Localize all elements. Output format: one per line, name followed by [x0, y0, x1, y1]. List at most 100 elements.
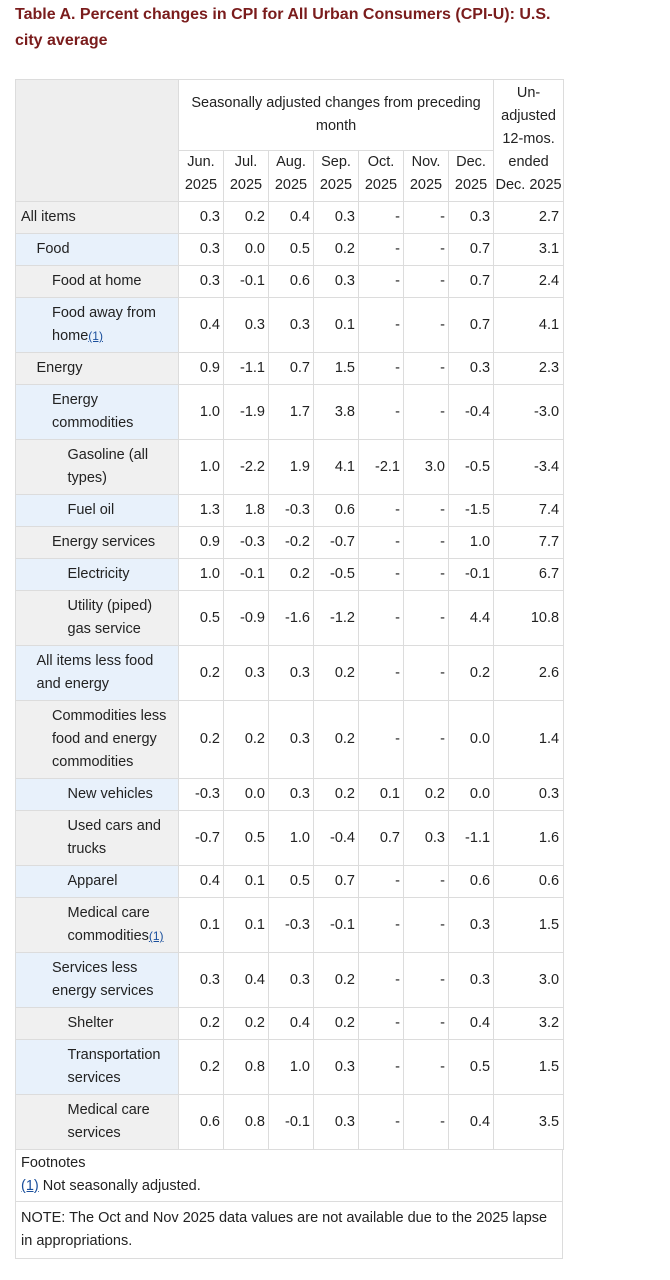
footnote-link[interactable]: (1)	[88, 329, 103, 343]
value-cell: 0.4	[268, 1007, 314, 1040]
unadjusted-value: 1.4	[493, 700, 565, 779]
value-cell: -	[358, 526, 404, 559]
row-label: All items less food and energy	[15, 645, 179, 701]
value-cell: 0.3	[223, 297, 269, 353]
value-cell: -2.1	[358, 439, 404, 495]
label-text: Food at home	[52, 273, 142, 289]
month-row: Jun. 2025 Jul. 2025 Aug. 2025 Sep. 2025 Oct.…	[16, 150, 564, 202]
table-row: Fuel oil 1.3 1.8 -0.3 0.6- - -1.5 7.4	[15, 494, 565, 527]
value-cell: 0.3	[178, 952, 224, 1008]
label-text: Energy services	[52, 534, 156, 550]
value-cell: 0.3	[268, 700, 314, 779]
value-cell: 0.5	[447, 1039, 495, 1095]
row-label: Food away from home(1)	[15, 297, 179, 353]
value-cell: 0.2	[178, 700, 224, 779]
value-cell: -0.1	[223, 265, 269, 298]
label-text: Medical care services	[67, 1102, 150, 1141]
value-cell: -	[403, 1094, 449, 1150]
value-cell: -	[358, 201, 404, 234]
value-cell: 0.4	[178, 865, 224, 898]
value-cell: 1.0	[178, 384, 224, 440]
value-cell: -	[403, 1039, 449, 1095]
table-title: Table A. Percent changes in CPI for All …	[15, 6, 551, 49]
value-cell: 0.2	[313, 700, 359, 779]
value-cell: -0.3	[268, 897, 314, 953]
value-cell: -1.1	[223, 352, 269, 385]
value-cell: -	[403, 201, 449, 234]
value-cell: -	[403, 865, 449, 898]
value-cell: 0.3	[447, 201, 495, 234]
footnote-marker[interactable]: (1)	[21, 1178, 39, 1194]
month-header: Oct. 2025	[358, 150, 404, 202]
value-cell: 0.2	[313, 778, 359, 811]
table-row: Shelter 0.2 0.2 0.4 0.2- -0.4 3.2	[15, 1007, 565, 1040]
value-cell: 1.3	[178, 494, 224, 527]
row-label: Energy	[15, 352, 179, 385]
label-text: Utility (piped) gas service	[67, 598, 153, 637]
unadjusted-value: 1.6	[493, 810, 565, 866]
value-cell: 0.4	[268, 201, 314, 234]
value-cell: 0.6	[268, 265, 314, 298]
table-row: Apparel 0.4 0.1 0.5 0.7- -0.6 0.6	[15, 865, 565, 898]
row-label: All items	[15, 201, 179, 234]
label-text: Used cars and trucks	[67, 818, 162, 857]
value-cell: -0.7	[178, 810, 224, 866]
value-cell: 1.0	[178, 439, 224, 495]
footnote-text: Not seasonally adjusted.	[42, 1178, 201, 1194]
value-cell: 0.2	[223, 201, 269, 234]
month-header: Sep. 2025	[313, 150, 359, 202]
row-label: Shelter	[15, 1007, 179, 1040]
value-cell: -	[403, 384, 449, 440]
value-cell: -1.9	[223, 384, 269, 440]
value-cell: -0.1	[223, 558, 269, 591]
unadjusted-value: 1.5	[493, 1039, 565, 1095]
value-cell: -	[358, 233, 404, 266]
value-cell: 0.3	[268, 952, 314, 1008]
value-cell: 0.1	[178, 897, 224, 953]
table-row: Medical care commodities(1) 0.1 0.1 -0.3 -0.…	[15, 897, 565, 953]
note: NOTE: The Oct and Nov 2025 data values a…	[21, 1210, 548, 1249]
row-label: Food	[15, 233, 179, 266]
value-cell: 0.8	[223, 1039, 269, 1095]
unadjusted-value: 6.7	[493, 558, 565, 591]
table-row: All items 0.3 0.2 0.4 0.3- -0.3 2.7	[15, 201, 565, 234]
unadjusted-value: 10.8	[493, 590, 565, 646]
value-cell: 1.0	[178, 558, 224, 591]
label-text: Fuel oil	[67, 502, 115, 518]
value-cell: -	[358, 865, 404, 898]
label-text: Apparel	[67, 873, 118, 889]
unadjusted-value: -3.4	[493, 439, 565, 495]
value-cell: 3.0	[403, 439, 449, 495]
table-row: Gasoline (all types) 1.0 -2.2 1.9 4.1 -2.1 3.0…	[15, 439, 565, 495]
value-cell: -	[358, 494, 404, 527]
label-text: Transportation services	[67, 1047, 161, 1086]
row-label: Medical care services	[15, 1094, 179, 1150]
row-label: Services less energy services	[15, 952, 179, 1008]
value-cell: -1.5	[447, 494, 495, 527]
value-cell: 0.9	[178, 526, 224, 559]
table-row: Transportation services 0.2 0.8 1.0 0.3- -0.5…	[15, 1039, 565, 1095]
value-cell: 0.2	[313, 952, 359, 1008]
row-label: Commodities less food and energy commodi…	[15, 700, 179, 779]
row-label: Energy commodities	[15, 384, 179, 440]
footnotes-heading: Footnotes	[21, 1155, 86, 1171]
value-cell: -0.3	[268, 494, 314, 527]
value-cell: 1.0	[268, 810, 314, 866]
unadjusted-value: 2.4	[493, 265, 565, 298]
value-cell: 0.5	[268, 865, 314, 898]
value-cell: 0.3	[178, 201, 224, 234]
row-label: Apparel	[15, 865, 179, 898]
value-cell: -1.1	[447, 810, 495, 866]
value-cell: 0.0	[223, 233, 269, 266]
footnote-link[interactable]: (1)	[148, 929, 164, 943]
value-cell: -0.1	[268, 1094, 314, 1150]
footnotes: Footnotes (1) Not seasonally adjusted. N…	[15, 1150, 563, 1259]
value-cell: -	[403, 297, 449, 353]
value-cell: -	[403, 645, 449, 701]
value-cell: 0.7	[268, 352, 314, 385]
unadjusted-header: Un-adjusted 12-mos. ended Dec. 2025	[493, 79, 565, 202]
value-cell: -	[403, 265, 449, 298]
value-cell: 0.3	[178, 233, 224, 266]
value-cell: -	[358, 1007, 404, 1040]
value-cell: 0.1	[223, 897, 269, 953]
